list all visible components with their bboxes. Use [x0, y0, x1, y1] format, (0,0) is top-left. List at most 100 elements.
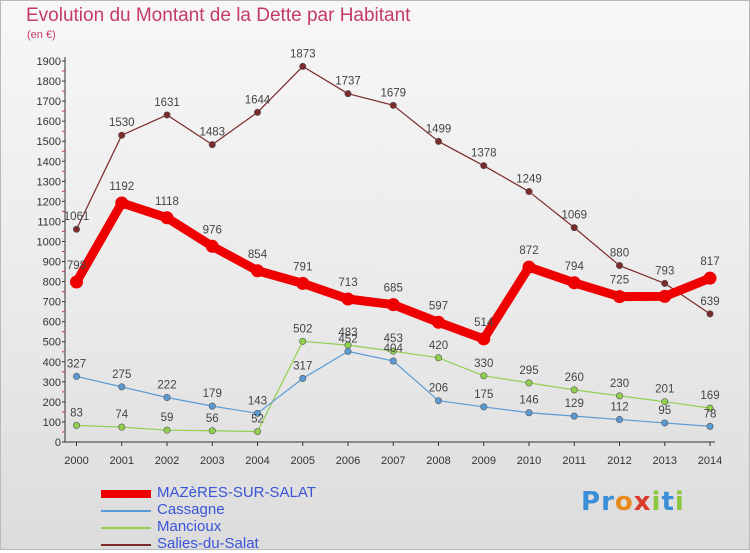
data-label: 275 [112, 369, 131, 381]
data-label: 817 [700, 256, 719, 268]
data-point [525, 409, 533, 417]
data-label: 1679 [380, 87, 406, 99]
y-tick-label: 1900 [37, 56, 61, 68]
data-point [160, 211, 174, 225]
data-label: 179 [203, 388, 222, 400]
data-label: 639 [700, 296, 719, 308]
legend-swatch [101, 544, 151, 546]
data-labels-layer: 798 1192 1118 976 854 791 713 685 597 514 872 794 72… [64, 48, 720, 425]
data-point [254, 428, 262, 436]
data-label: 1530 [109, 117, 135, 129]
data-point [434, 137, 442, 145]
data-point [254, 108, 262, 116]
data-point [525, 188, 533, 196]
data-label: 854 [248, 249, 268, 261]
data-point [208, 402, 216, 410]
data-point [299, 374, 307, 382]
data-point [163, 393, 171, 401]
data-point [118, 131, 126, 139]
data-point [118, 423, 126, 431]
x-tick-label: 2006 [336, 455, 360, 467]
data-point [661, 398, 669, 406]
series-layer [70, 62, 717, 436]
data-label: 1483 [199, 127, 225, 139]
data-point [570, 386, 578, 394]
data-point [480, 403, 488, 411]
data-point [525, 379, 533, 387]
data-label: 798 [67, 260, 86, 272]
y-tick-label: 200 [43, 397, 61, 409]
data-label: 112 [610, 402, 628, 414]
x-tick-label: 2004 [245, 455, 269, 467]
data-label: 330 [474, 358, 493, 370]
data-label: 222 [157, 379, 176, 391]
data-label: 129 [565, 398, 584, 410]
data-point [344, 90, 352, 98]
data-label: 201 [655, 384, 674, 396]
chart-title: Evolution du Montant de la Dette par Hab… [26, 5, 411, 26]
data-label: 83 [70, 407, 83, 419]
legend-label: Cassagne [157, 501, 225, 518]
y-tick-label: 0 [55, 437, 61, 449]
logo-letter: i [651, 487, 662, 517]
data-label: 52 [251, 414, 264, 426]
data-label: 175 [474, 389, 493, 401]
data-point [254, 409, 262, 417]
data-point [706, 310, 714, 318]
legend-label: Mancioux [157, 518, 222, 535]
data-label: 976 [203, 224, 222, 236]
data-label: 206 [429, 383, 448, 395]
data-point [434, 354, 442, 362]
data-point [706, 404, 714, 412]
data-label: 78 [704, 408, 717, 420]
y-tick-label: 1700 [37, 96, 61, 108]
data-point [522, 260, 536, 274]
data-label: 56 [206, 413, 219, 425]
data-point [615, 416, 623, 424]
data-label: 169 [700, 390, 719, 402]
data-label: 59 [161, 412, 174, 424]
legend-swatch [101, 510, 151, 512]
data-point [251, 264, 264, 278]
y-tick-label: 1600 [37, 116, 61, 128]
data-point [386, 298, 400, 312]
legend-swatch [101, 490, 151, 498]
data-label: 1737 [335, 76, 361, 88]
data-point [299, 62, 307, 70]
x-tick-label: 2005 [291, 455, 315, 467]
data-label: 74 [115, 409, 128, 421]
data-label: 327 [67, 358, 86, 370]
data-label: 452 [338, 333, 357, 345]
y-tick-label: 1500 [37, 136, 61, 148]
y-tick-label: 400 [43, 357, 61, 369]
data-point [296, 276, 310, 290]
data-point [477, 332, 491, 346]
data-label: 1644 [245, 94, 271, 106]
data-label: 685 [384, 283, 403, 295]
data-label: 793 [655, 265, 674, 277]
data-label: 1069 [561, 210, 587, 222]
data-label: 146 [519, 395, 538, 407]
data-label: 502 [293, 323, 312, 335]
x-tick-label: 2001 [110, 455, 134, 467]
logo-letter: r [601, 487, 615, 517]
legend-label: MAZèRES-SUR-SALAT [157, 484, 316, 501]
legend-swatch [101, 527, 151, 529]
data-point [615, 392, 623, 400]
data-point [658, 289, 672, 303]
data-label: 453 [384, 333, 403, 345]
y-tick-label: 300 [43, 377, 61, 389]
data-label: 317 [293, 360, 312, 372]
data-label: 725 [610, 275, 629, 287]
y-tick-label: 600 [43, 317, 61, 329]
data-point [613, 290, 626, 304]
y-tick-label: 100 [43, 417, 61, 429]
y-tick-label: 1000 [37, 236, 61, 248]
x-tick-label: 2011 [562, 455, 586, 467]
data-point [299, 337, 307, 345]
data-point [208, 141, 216, 149]
y-tick-label: 500 [43, 337, 61, 349]
data-label: 791 [293, 261, 312, 273]
data-label: 404 [384, 343, 404, 355]
data-point [344, 347, 352, 355]
